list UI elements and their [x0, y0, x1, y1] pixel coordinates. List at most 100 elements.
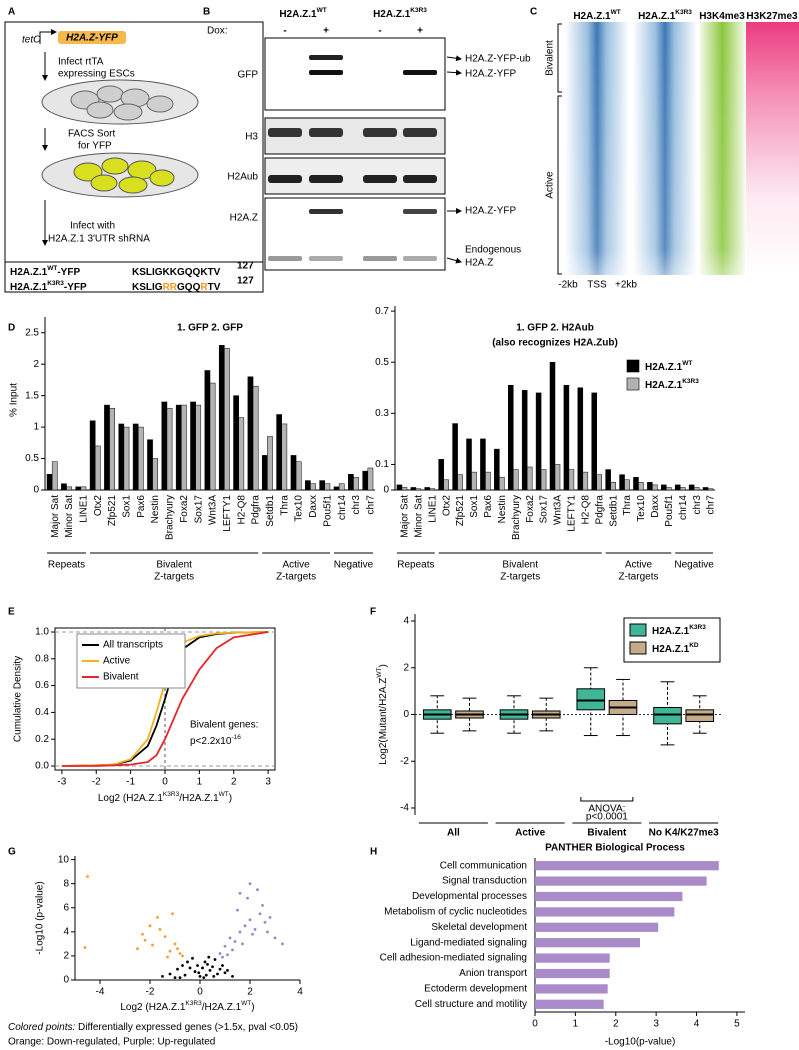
cells — [73, 157, 175, 194]
label: + — [417, 26, 423, 37]
bar — [508, 384, 514, 491]
schematic-box — [4, 21, 264, 263]
legend-swatch — [629, 641, 647, 655]
point — [173, 942, 177, 946]
point — [266, 930, 269, 934]
text-part: KSLIGKKGQQKTV — [132, 267, 221, 278]
y-tick-label: 1 — [33, 422, 39, 433]
y-tick-label: 0.3 — [375, 408, 389, 419]
text-part: K3R3 — [47, 280, 64, 287]
y-tick-label: Developmental processes — [412, 891, 527, 902]
chart-title: PANTHER Biological Process — [545, 843, 685, 854]
text-part: Log2 (H2A.Z.1 — [98, 793, 163, 804]
bar — [452, 423, 458, 491]
x-tick-label: Sox17 — [539, 495, 550, 524]
text-part: p<2.2x10 — [190, 736, 232, 747]
label: +2kb — [615, 280, 637, 291]
point — [281, 942, 284, 946]
x-tick-label: Sox17 — [193, 495, 204, 524]
point — [233, 940, 237, 943]
bar — [480, 438, 486, 491]
text-part: H2A.Z.1 — [10, 282, 48, 293]
group-label: Active — [625, 560, 653, 571]
chart-title: 1. GFP 2. GFP — [177, 323, 243, 334]
bar — [89, 420, 96, 491]
text-part: H2A.Z.1 — [645, 380, 683, 391]
y-tick-label: 8 — [63, 878, 69, 889]
x-tick-label: 2 — [231, 777, 237, 788]
label: H2A.Z.1 3'UTR shRNA — [48, 234, 150, 245]
text-part: K3R3 — [689, 624, 706, 631]
point — [236, 908, 239, 912]
group-label: Z-targets — [500, 572, 540, 583]
text-part: ) — [251, 1002, 254, 1013]
label: Bivalent — [545, 40, 556, 76]
x-tick-label: Thra — [279, 495, 290, 516]
bar — [109, 407, 115, 491]
legend-label: Bivalent — [103, 672, 139, 683]
y-tick-label: 0.7 — [375, 306, 389, 317]
text-part: -YFP — [64, 282, 87, 293]
x-tick-label: 3 — [653, 1019, 659, 1030]
bar — [204, 370, 211, 491]
label: H2A.Z-YFP — [465, 69, 516, 80]
label: + — [323, 26, 329, 37]
point — [251, 932, 254, 936]
group-label: Z-targets — [276, 572, 316, 583]
x-tick-label: Tex10 — [294, 495, 305, 522]
point — [248, 882, 252, 886]
bar — [80, 486, 87, 491]
group-label: Repeats — [48, 560, 85, 571]
text-part: RR — [163, 282, 178, 293]
text-part: H2A.Z.1 — [645, 362, 683, 373]
label: KSLIGRRGQQRTV — [132, 282, 221, 293]
bar — [624, 479, 630, 491]
y-tick-label: 6 — [63, 902, 69, 913]
bar — [66, 486, 72, 491]
point — [171, 912, 174, 916]
bar — [348, 474, 354, 491]
y-tick-label: 4 — [403, 616, 409, 627]
label: H2A.Z — [230, 213, 258, 224]
bar — [362, 470, 369, 491]
heatmap — [557, 22, 799, 275]
x-tick-label: Nestin — [150, 495, 161, 523]
label: Active — [545, 171, 556, 199]
bar — [104, 404, 110, 491]
y-tick-label: 1.5 — [25, 390, 39, 401]
bar — [338, 483, 345, 491]
x-tick-label: Tex10 — [636, 495, 647, 522]
point — [226, 968, 229, 972]
x-tick-label: Otx2 — [93, 495, 104, 517]
point — [178, 952, 182, 955]
x-tick-label: LINE1 — [79, 495, 90, 523]
y-tick-label: 0.1 — [375, 459, 389, 470]
x-tick-label: All — [447, 828, 460, 839]
construct-bar — [58, 31, 126, 44]
text-part: WT — [611, 9, 621, 16]
text-part: WT — [317, 7, 327, 14]
x-tick-label: chr14 — [337, 495, 348, 520]
legend-label: H2A.Z.1WT — [645, 360, 692, 373]
group-label: Active — [282, 560, 310, 571]
point — [248, 918, 252, 922]
x-tick-label: 0 — [197, 987, 203, 998]
point — [231, 948, 234, 952]
point — [183, 973, 187, 977]
text-part: H2A.Z.1 — [373, 9, 411, 20]
x-tick-label: 4 — [694, 1019, 700, 1030]
bar — [443, 479, 449, 491]
x-tick-label: LEFTY1 — [222, 495, 233, 532]
bar — [526, 466, 533, 491]
text-part: WT — [376, 667, 383, 677]
bar — [535, 392, 542, 491]
x-tick-label: Daxx — [650, 495, 661, 518]
label: H2A.Z-YFP — [66, 33, 118, 44]
panel-label: E — [8, 607, 15, 618]
bar — [568, 469, 575, 491]
label: H3K27me3 — [746, 11, 798, 22]
text-part: H3K27me3 — [746, 11, 798, 22]
point — [253, 928, 257, 931]
panel-label: H — [370, 847, 377, 858]
point — [241, 942, 244, 946]
